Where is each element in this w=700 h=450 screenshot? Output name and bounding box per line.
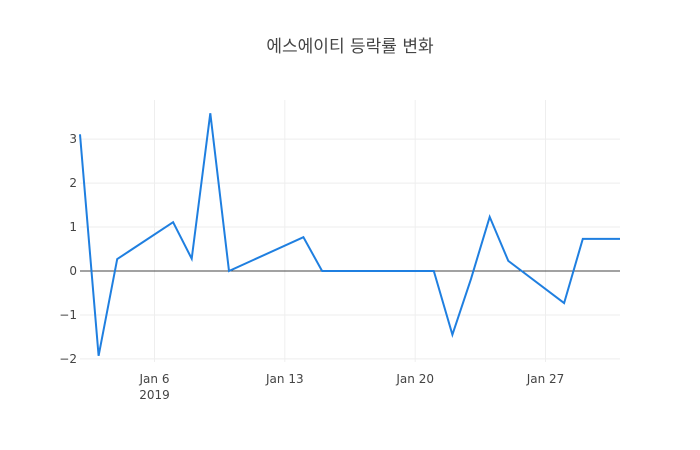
y-tick-label: 3	[69, 132, 77, 146]
y-tick-label: 0	[69, 264, 77, 278]
y-tick-label: −1	[59, 308, 77, 322]
x-tick-label: Jan 6	[139, 372, 170, 386]
y-tick-label: −2	[59, 352, 77, 366]
x-tick-label: Jan 27	[526, 372, 565, 386]
x-gridlines	[153, 100, 547, 362]
x-tick-year-label: 2019	[139, 388, 170, 402]
data-line	[79, 113, 620, 356]
x-axis-labels: Jan 6 2019 Jan 13 Jan 20 Jan 27	[139, 372, 565, 402]
chart-title: 에스에이티 등락률 변화	[266, 37, 434, 57]
x-tick-label: Jan 13	[265, 372, 304, 386]
y-tick-label: 2	[69, 176, 77, 190]
y-axis-labels: 3 2 1 0 −1 −2	[59, 132, 77, 366]
y-gridlines	[80, 138, 620, 360]
y-tick-label: 1	[69, 220, 77, 234]
x-tick-label: Jan 20	[395, 372, 434, 386]
